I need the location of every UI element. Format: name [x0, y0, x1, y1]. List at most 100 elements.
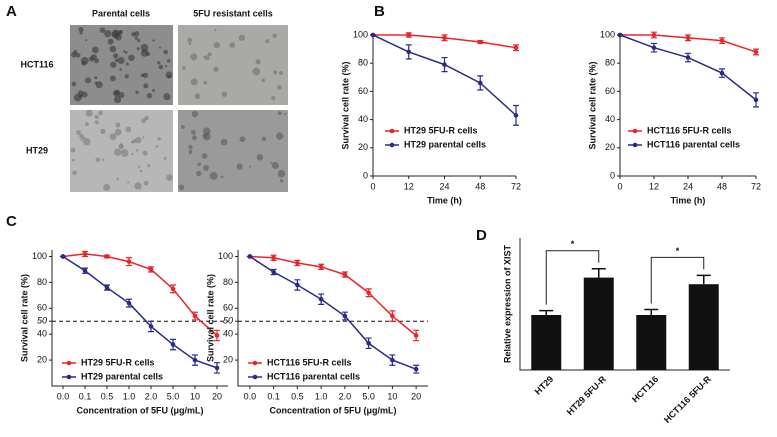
legend-label: HCT116 parental cells [647, 139, 740, 149]
cell-texture [277, 169, 286, 178]
legend-label: HT29 parental cells [404, 139, 486, 149]
cell-texture [128, 54, 135, 62]
x-tick-label: 48 [475, 181, 485, 191]
cell-texture [204, 55, 210, 61]
cell-texture [79, 133, 84, 139]
cell-texture [94, 120, 99, 125]
x-tick-label: 24 [439, 181, 449, 191]
cell-texture [273, 70, 278, 75]
x-tick-label: 0 [370, 181, 375, 191]
point [390, 357, 395, 363]
legend-label: HCT116 5FU-R cells [647, 125, 732, 135]
cell-texture [91, 46, 99, 54]
y-tick-label: 40 [358, 114, 368, 124]
cell-texture [99, 27, 106, 33]
cell-texture [188, 144, 193, 150]
axes [237, 250, 428, 387]
x-tick-label: HT29 [533, 374, 556, 397]
y-tick-label: 100 [218, 251, 233, 261]
legend-swatch [252, 360, 258, 366]
y-tick-label: 50 [223, 316, 233, 326]
x-tick-label: 10 [190, 391, 200, 401]
cell-texture [143, 180, 149, 186]
legend-label: HT29 5FU-R cells [404, 125, 478, 135]
cell-texture [158, 46, 162, 49]
point [685, 35, 691, 41]
cell-texture [188, 150, 193, 155]
cell-texture [135, 90, 139, 95]
cell-texture [118, 144, 124, 150]
point [390, 313, 395, 319]
cell-texture [163, 93, 171, 101]
y-tick-label: 20 [37, 354, 47, 364]
cell-texture [141, 118, 146, 124]
x-tick-label: 0.1 [267, 391, 280, 401]
x-tick-label: 20 [411, 391, 421, 401]
y-tick-label: 40 [605, 114, 615, 124]
cell-texture [134, 182, 142, 190]
cell-texture [181, 125, 185, 129]
cell-texture [138, 165, 141, 168]
cell-texture [146, 93, 153, 99]
cell-texture [277, 85, 282, 90]
cell-texture [238, 34, 246, 41]
point [170, 286, 176, 292]
line [62, 255, 218, 369]
x-tick-label: 72 [751, 181, 761, 191]
cell-texture [178, 184, 185, 191]
cell-texture [113, 53, 119, 59]
y-axis-label: Relative expression of XIST [502, 244, 512, 363]
point [192, 357, 198, 363]
cell-texture [190, 78, 198, 86]
cell-texture [265, 39, 270, 44]
panel-label: D [476, 227, 487, 244]
axes [51, 250, 228, 387]
cell-texture [190, 129, 196, 135]
bar [688, 284, 719, 370]
cell-texture [229, 42, 236, 48]
legend-swatch [632, 128, 638, 134]
cell-texture [116, 177, 119, 181]
cell-texture [203, 132, 211, 141]
point [60, 254, 66, 259]
point [82, 251, 88, 257]
cell-texture [78, 26, 84, 33]
cell-texture [152, 88, 156, 92]
cell-texture [98, 110, 103, 116]
significance-bracket [545, 250, 600, 305]
cell-texture [75, 52, 81, 58]
x-tick-label: 0.5 [291, 391, 304, 401]
significance-bracket [650, 256, 705, 304]
bar [636, 315, 667, 370]
y-tick-label: 80 [358, 58, 368, 68]
x-tick-label: 0.0 [244, 391, 257, 401]
cell-texture [85, 109, 93, 117]
x-tick-label: 0.0 [57, 391, 70, 401]
y-tick-label: 100 [353, 29, 368, 39]
panel-label: A [6, 3, 17, 20]
error-bar [591, 268, 606, 278]
x-tick-label: 12 [649, 181, 659, 191]
cell-texture [239, 136, 246, 143]
cell-texture [142, 150, 148, 156]
y-axis-label: Survival cell rate (%) [587, 61, 597, 149]
y-axis-label: Survival cell rate (%) [205, 274, 215, 362]
point [342, 272, 348, 277]
cell-texture [135, 149, 139, 152]
point [477, 39, 483, 45]
cell-texture [113, 148, 122, 156]
point [513, 113, 519, 118]
cell-texture [124, 50, 128, 54]
cell-texture [202, 127, 211, 136]
cell-texture [279, 179, 284, 183]
cell-texture [72, 158, 75, 162]
cell-texture [252, 67, 261, 76]
cell-texture [113, 95, 122, 104]
y-tick-label: 40 [37, 329, 47, 339]
x-tick-label: 20 [212, 391, 222, 401]
cell-texture [95, 157, 101, 163]
cell-texture [72, 170, 77, 176]
cell-texture [187, 37, 193, 43]
cell-texture [115, 122, 121, 128]
